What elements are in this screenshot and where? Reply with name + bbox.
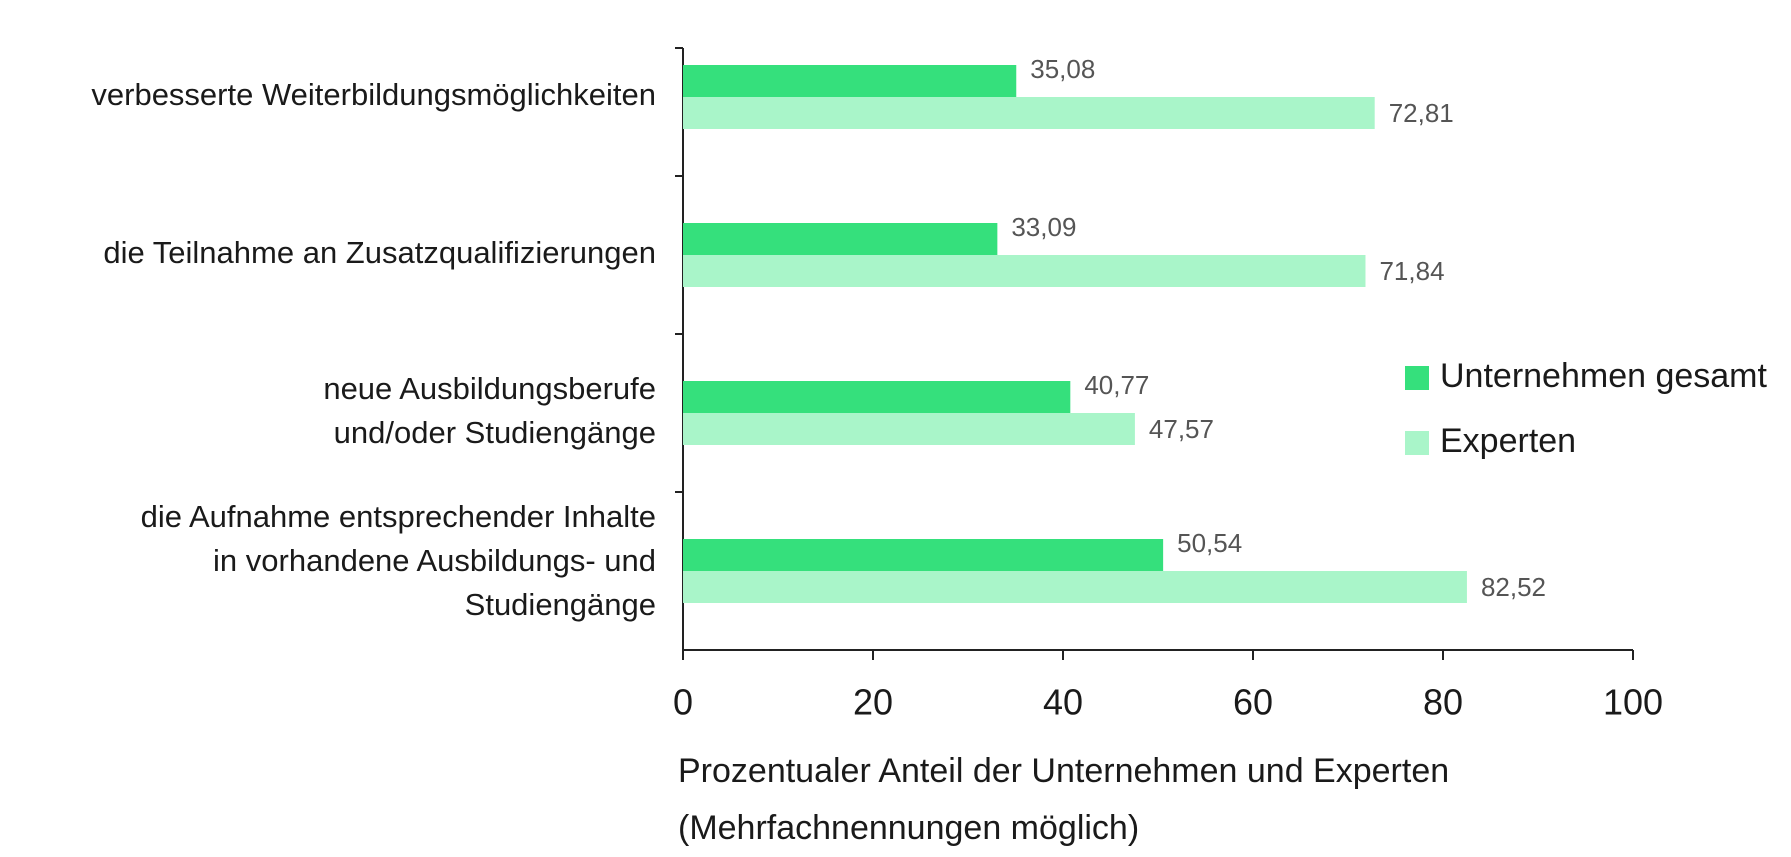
legend-swatch [1405,366,1429,390]
bar [683,381,1071,413]
category-label: neue Ausbildungsberufe [323,371,656,406]
x-tick-label: 100 [1603,682,1663,723]
bar [683,65,1017,97]
x-axis-label: (Mehrfachnennungen möglich) [678,809,1139,847]
bar [683,255,1366,287]
bar [683,413,1135,445]
bar [683,223,998,255]
legend-label: Unternehmen gesamt [1440,357,1768,395]
x-tick-label: 40 [1043,682,1083,723]
value-label: 82,52 [1481,572,1546,602]
x-axis-label: Prozentualer Anteil der Unternehmen und … [678,752,1449,790]
category-label: und/oder Studiengänge [334,415,656,450]
value-label: 35,08 [1030,54,1095,84]
bar [683,539,1164,571]
bar [683,571,1467,603]
category-label: die Aufnahme entsprechender Inhalte [141,499,656,534]
legend-label: Experten [1440,422,1576,460]
category-label: in vorhandene Ausbildungs- und [213,543,656,578]
value-label: 71,84 [1379,256,1444,286]
value-label: 33,09 [1011,212,1076,242]
x-tick-label: 0 [673,682,693,723]
category-label: die Teilnahme an Zusatzqualifizierungen [103,235,656,270]
bar [683,97,1375,129]
x-tick-label: 60 [1233,682,1273,723]
value-label: 47,57 [1149,414,1214,444]
x-tick-label: 80 [1423,682,1463,723]
value-label: 50,54 [1177,528,1242,558]
value-label: 72,81 [1389,98,1454,128]
category-label: verbesserte Weiterbildungsmöglichkeiten [91,77,656,112]
legend-swatch [1405,431,1429,455]
x-tick-label: 20 [853,682,893,723]
value-label: 40,77 [1084,370,1149,400]
category-label: Studiengänge [465,587,656,622]
